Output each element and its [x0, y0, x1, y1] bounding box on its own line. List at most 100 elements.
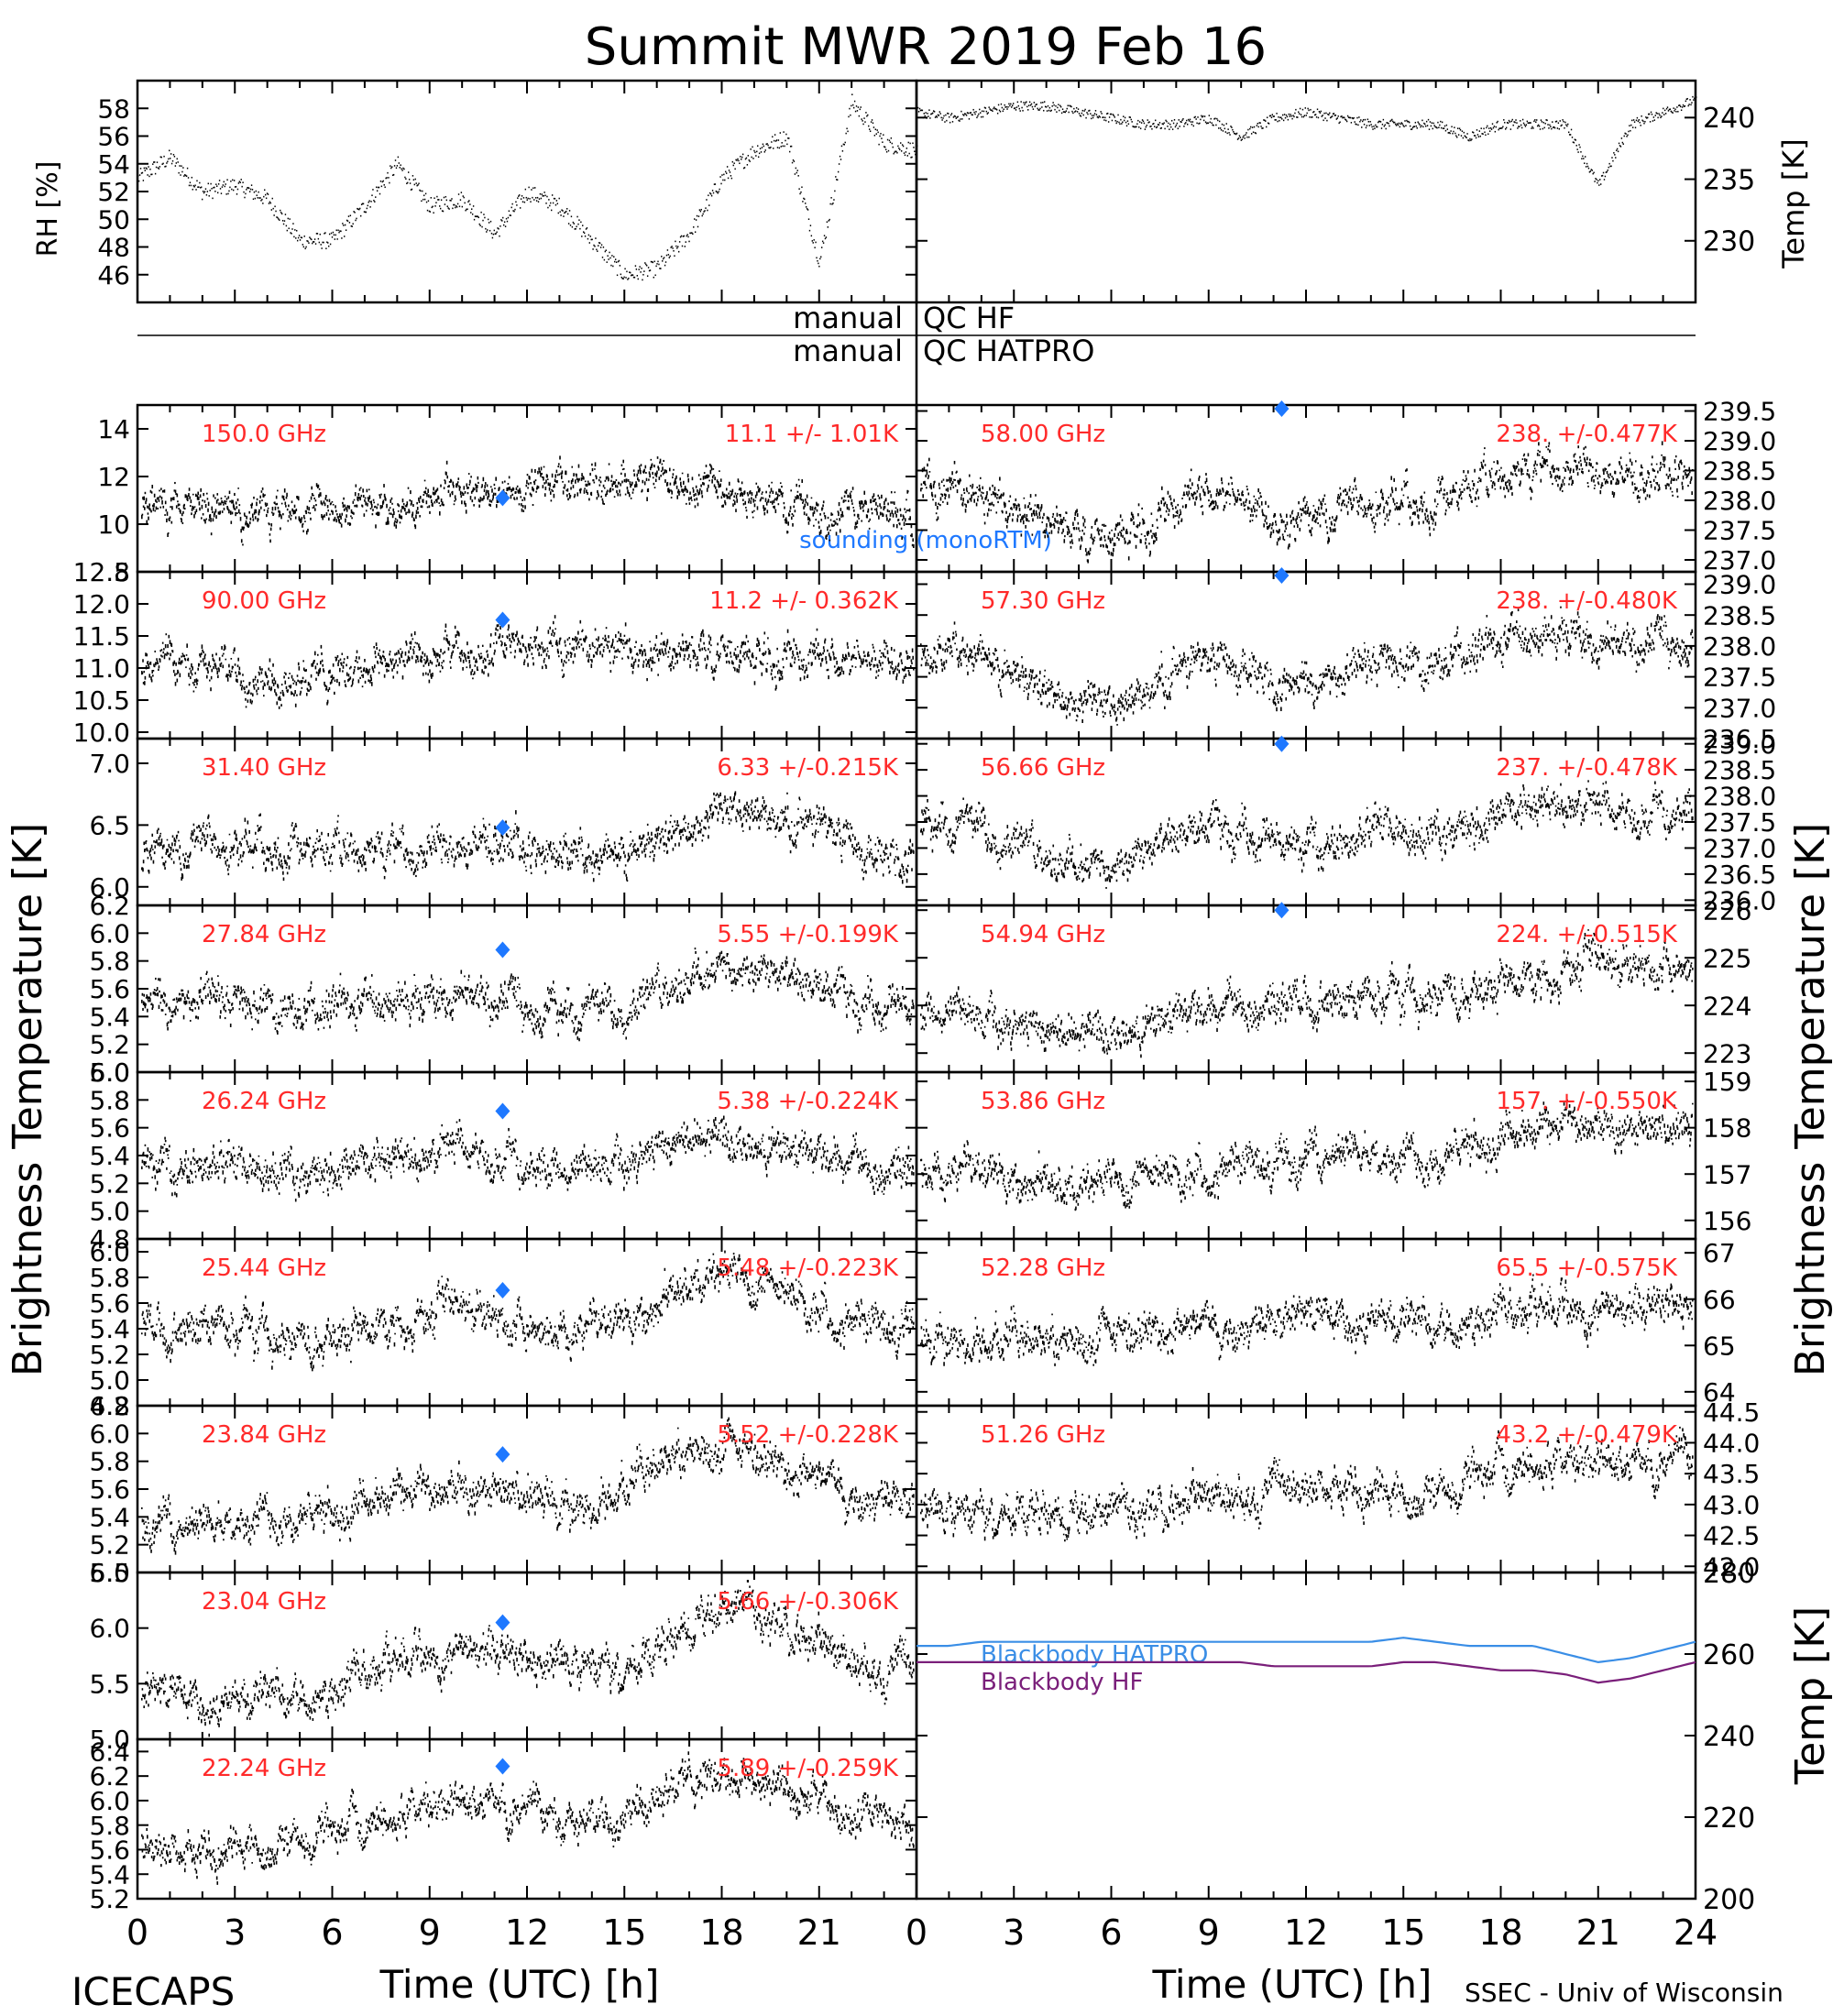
rh-point [537, 201, 540, 203]
rh-point [228, 190, 230, 192]
data-point [466, 492, 469, 495]
data-point [152, 504, 154, 508]
temp-point [1448, 131, 1450, 134]
rh-point [432, 205, 434, 208]
data-point [267, 682, 269, 685]
data-point [294, 703, 297, 707]
data-point [454, 495, 456, 499]
rh-point [401, 170, 403, 171]
temp-point [1556, 127, 1559, 129]
data-point [443, 660, 445, 663]
data-point [557, 466, 560, 468]
rh-point [365, 211, 368, 214]
statistics-label: 11.2 +/- 0.362K [709, 587, 899, 615]
data-point [877, 674, 880, 677]
data-point [534, 638, 536, 641]
data-point [553, 634, 555, 637]
data-point [890, 490, 893, 494]
rh-point [210, 182, 212, 185]
data-point [413, 646, 415, 648]
data-point [203, 499, 206, 503]
temp-point [1257, 122, 1258, 125]
data-point [825, 535, 827, 539]
temp-point [1152, 123, 1154, 126]
data-point [221, 510, 224, 513]
rh-point [368, 200, 370, 203]
temp-point [1361, 120, 1364, 123]
data-point [893, 649, 895, 652]
temp-point [1605, 171, 1608, 173]
rh-point [587, 237, 589, 240]
rh-point [421, 200, 423, 203]
data-point [782, 666, 785, 669]
temp-point [1253, 126, 1256, 128]
data-point [477, 499, 480, 502]
temp-point [1273, 115, 1275, 117]
data-point [481, 644, 484, 647]
data-point [308, 500, 311, 502]
data-point [708, 475, 710, 477]
data-point [626, 486, 629, 490]
rh-point [881, 137, 883, 139]
rh-point [832, 202, 834, 204]
data-point [711, 479, 713, 484]
data-point [314, 499, 317, 502]
data-point [738, 488, 741, 491]
rh-point [186, 167, 189, 170]
temp-point [1142, 120, 1145, 123]
data-point [665, 645, 667, 648]
temp-point [1036, 104, 1037, 105]
data-point [767, 648, 770, 651]
data-point [412, 638, 414, 641]
data-point [178, 503, 181, 506]
data-point [174, 673, 176, 676]
rh-point [682, 236, 685, 237]
data-point [456, 634, 458, 636]
data-point [730, 490, 733, 495]
rh-point [804, 198, 806, 201]
data-point [681, 488, 683, 492]
data-point [323, 668, 324, 672]
temp-point [1147, 121, 1149, 124]
channel-series [141, 791, 915, 884]
data-point [304, 679, 307, 684]
temp-point [1069, 104, 1070, 107]
data-point [260, 490, 263, 493]
rh-point [164, 166, 166, 168]
data-point [835, 521, 837, 525]
data-point [651, 667, 653, 672]
temp-point [1472, 131, 1474, 133]
temp-point [1492, 126, 1495, 129]
temp-point [1474, 135, 1476, 137]
rh-point [816, 257, 818, 259]
rh-point [633, 276, 636, 279]
rh-point [557, 212, 559, 214]
data-point [671, 655, 674, 660]
data-point [610, 479, 612, 483]
data-point [461, 491, 464, 495]
temp-point [1092, 116, 1094, 119]
temp-point [1378, 120, 1381, 123]
rh-point [313, 241, 315, 243]
data-point [891, 509, 894, 514]
data-point [740, 660, 742, 663]
data-point [841, 658, 843, 663]
data-point [570, 652, 573, 656]
data-point [505, 644, 507, 646]
data-point [724, 645, 727, 648]
rh-point [735, 159, 737, 161]
rh-point [644, 262, 646, 264]
data-point [490, 660, 493, 663]
data-point [192, 505, 193, 509]
rh-point [325, 247, 327, 250]
data-point [169, 640, 171, 644]
data-point [281, 689, 284, 692]
rh-point [194, 184, 196, 187]
temp-point [1123, 119, 1125, 122]
data-point [774, 505, 775, 509]
data-point [193, 514, 195, 519]
data-point [689, 663, 691, 669]
data-point [278, 696, 280, 701]
data-point [515, 487, 518, 491]
rh-point [829, 203, 831, 205]
